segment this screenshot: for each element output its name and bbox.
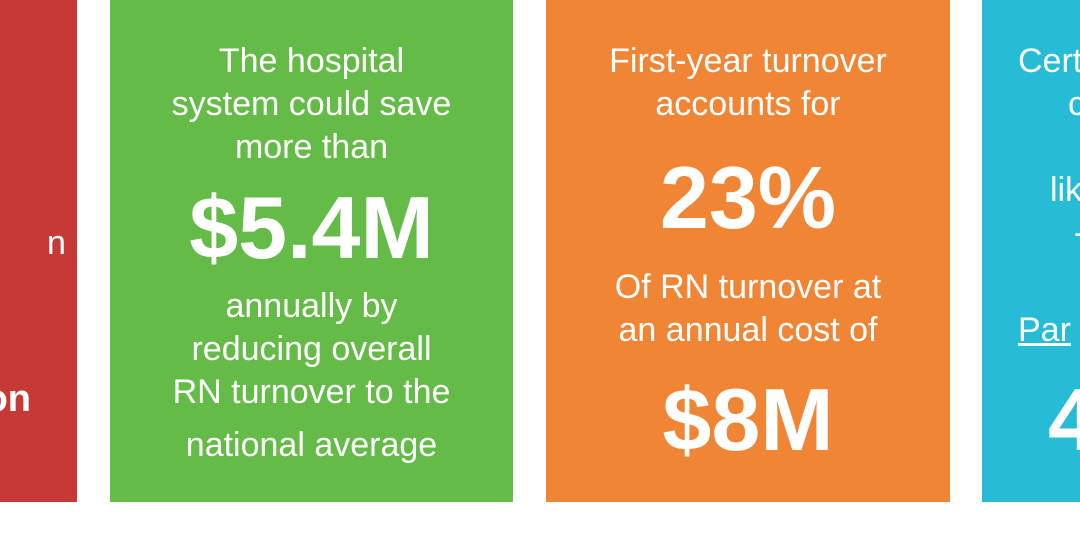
annual-cost-value: $8M [662, 370, 834, 469]
card-text-fragment: n [47, 224, 66, 262]
savings-value: $5.4M [189, 178, 434, 277]
card-intro-line: accounts for [655, 85, 841, 123]
card-intro-line: The hospital [218, 42, 405, 80]
card-intro-line: more than [234, 128, 389, 166]
card-outro-line: annually by [225, 287, 398, 325]
card-value-fragment: 4 [1048, 370, 1080, 469]
stat-card-red: n on [0, 0, 77, 502]
stat-card-turnover: First-year turnover accounts for 23% Of … [546, 0, 950, 502]
stat-card-savings: The hospital system could save more than… [110, 0, 513, 502]
card-outro-line: national average [185, 426, 438, 464]
card-middle-line: Of RN turnover at [614, 268, 882, 306]
card-text-fragment-bold: on [0, 378, 31, 420]
turnover-percent-value: 23% [659, 148, 837, 247]
card-middle-line: an annual cost of [618, 311, 878, 349]
card-text-fragment: Cert [1018, 42, 1080, 80]
card-outro-line: RN turnover to the [172, 373, 451, 411]
card-text-fragment: c [1068, 85, 1080, 123]
card-intro-line: First-year turnover [609, 42, 887, 80]
stat-card-blue: Cert c lik - Par 4 [982, 0, 1080, 502]
card-link-fragment[interactable]: Par [1018, 311, 1071, 349]
card-text-fragment: - [1074, 212, 1080, 255]
card-text-fragment: lik [1050, 171, 1080, 209]
card-intro-line: system could save [171, 85, 452, 123]
card-outro-line: reducing overall [191, 330, 432, 368]
